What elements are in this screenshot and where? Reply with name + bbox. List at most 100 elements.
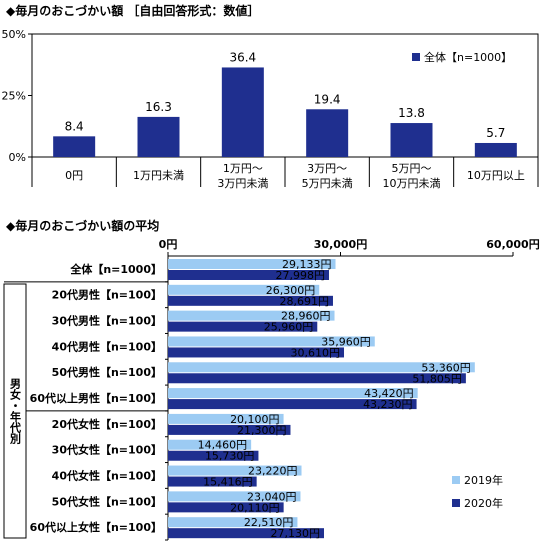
- chart2-bar-2020: [168, 270, 329, 280]
- chart1-bar: [390, 123, 433, 157]
- chart2-bar-2020: [168, 321, 318, 332]
- chart2-title: ◆毎月のおこづかい額の平均: [6, 218, 159, 233]
- chart2-bar-2019: [168, 491, 301, 502]
- chart1-bar: [53, 136, 96, 157]
- chart1-x-tick-label: 1万円未満: [133, 169, 184, 182]
- chart1-data-label: 19.4: [314, 92, 341, 106]
- chart2-category-label: 全体【n=1000】: [69, 262, 162, 276]
- chart2-bar-2019: [168, 310, 335, 321]
- chart2-data-label: 23,040円: [247, 490, 297, 503]
- chart2-category-label: 50代女性【n=100】: [52, 494, 162, 508]
- chart2-bar-2020: [168, 347, 345, 358]
- chart1-x-tick-label: 1万円～: [223, 162, 263, 175]
- chart1-bars: 8.4 16.3 36.4 19.4 13.8 5.7: [53, 50, 517, 157]
- chart2-legend-label: 2019年: [464, 473, 503, 487]
- chart2-category-label: 30代女性【n=100】: [52, 443, 162, 457]
- chart2-category-label: 40代女性【n=100】: [52, 468, 162, 482]
- chart2-bar-2019: [168, 336, 375, 347]
- chart2-bar-2019: [168, 413, 284, 424]
- chart2-bar-2020: [168, 399, 417, 410]
- chart2-bar-2020: [168, 295, 333, 306]
- chart2-bar-2020: [168, 502, 284, 513]
- chart2-bar-2020: [168, 450, 259, 461]
- chart1-legend-swatch: [412, 53, 420, 61]
- chart1-bar: [306, 109, 349, 157]
- chart1-x-tick-label: 0円: [65, 169, 83, 182]
- chart2-bar-2019: [168, 284, 320, 295]
- chart2-data-label: 35,960円: [321, 335, 371, 348]
- chart1-bar: [137, 116, 180, 157]
- chart2-data-label: 43,230円: [363, 398, 413, 411]
- chart1-data-label: 36.4: [229, 50, 256, 64]
- chart2-data-label: 15,416円: [203, 476, 253, 489]
- chart2-category-label: 20代男性【n=100】: [52, 288, 162, 302]
- chart1-y-tick-label: 0%: [9, 151, 26, 164]
- chart1-title: ◆毎月のおこづかい額 ［自由回答形式：数値］: [6, 3, 259, 18]
- chart2-bar-2019: [168, 388, 418, 399]
- chart2-category-label: 20代女性【n=100】: [52, 417, 162, 431]
- chart2-data-label: 21,300円: [237, 424, 287, 437]
- chart2-data-label: 27,130円: [270, 527, 320, 540]
- chart2-data-label: 53,360円: [421, 361, 471, 374]
- chart1-data-label: 16.3: [145, 100, 172, 114]
- chart1-x-tick-label: 5万円～: [392, 162, 432, 175]
- chart2-category-label: 40代男性【n=100】: [52, 339, 162, 353]
- chart2-category-label: 60代以上女性【n=100】: [30, 520, 162, 534]
- chart1-x-labels: 0円 1万円未満 1万円～ 3万円未満 3万円～ 5万円未満 5万円～ 10万円未満 10万円以…: [65, 162, 525, 190]
- chart2-bar-2020: [168, 424, 291, 435]
- chart2-data-label: 28,960円: [281, 310, 331, 323]
- chart2-bar-2019: [168, 439, 252, 450]
- chart1-bar: [221, 67, 264, 157]
- chart1-data-label: 13.8: [398, 106, 425, 120]
- chart2-group-label: 男女・年代別: [9, 378, 23, 445]
- chart2-x-tick-label: 30,000円: [314, 238, 367, 251]
- chart1-x-tick-label: 5万円未満: [302, 177, 353, 190]
- chart1-legend: 全体【n=1000】: [412, 50, 512, 64]
- chart1-legend-label: 全体【n=1000】: [424, 50, 512, 64]
- chart1-data-label: 5.7: [486, 126, 505, 140]
- chart2-category-label: 60代以上男性【n=100】: [30, 391, 162, 405]
- chart2-data-label: 51,805円: [412, 372, 462, 385]
- chart2-bar-2020: [168, 476, 257, 487]
- chart2-bar-2019: [168, 465, 302, 476]
- chart2-bar-2019: [168, 517, 298, 528]
- chart2-bar-2019: [168, 259, 336, 269]
- chart2-data-label: 20,110円: [230, 501, 280, 514]
- chart2-category-label: 50代男性【n=100】: [52, 365, 162, 379]
- chart1-x-tick-label: 3万円～: [307, 162, 347, 175]
- chart1-y-tick-label: 50%: [2, 28, 26, 41]
- chart2-legend: 2019年 2020年: [452, 473, 503, 510]
- chart2-data-label: 14,460円: [198, 439, 248, 452]
- chart2-data-label: 15,730円: [205, 450, 255, 463]
- chart2-category-labels: 全体【n=1000】 20代男性【n=100】 30代男性【n=100】 40代男性【…: [4, 262, 168, 541]
- chart2-x-ticks: 0円 30,000円 60,000円: [159, 238, 540, 256]
- chart1-y-ticks: 0% 25% 50%: [2, 28, 32, 164]
- chart2-bar-2020: [168, 528, 324, 539]
- chart2-data-label: 25,960円: [264, 321, 314, 334]
- chart2-group-border: [3, 283, 27, 539]
- chart2-data-label: 23,220円: [248, 465, 298, 478]
- chart2-category-label: 30代男性【n=100】: [52, 314, 162, 328]
- chart2-data-label: 28,691円: [279, 295, 329, 308]
- chart2-data-label: 22,510円: [244, 516, 294, 529]
- chart1-y-tick-label: 25%: [2, 90, 26, 103]
- chart1-x-tick-label: 10万円未満: [383, 177, 441, 190]
- chart2-bar-2019: [168, 362, 475, 373]
- chart2-x-tick-label: 0円: [159, 238, 178, 251]
- chart2-data-label: 29,133円: [282, 258, 332, 271]
- chart1-x-tick-label: 10万円以上: [467, 169, 525, 182]
- chart2-x-tick-label: 60,000円: [486, 238, 539, 251]
- chart2-data-label: 26,300円: [266, 284, 316, 297]
- chart2-bar-2020: [168, 373, 466, 384]
- chart2-legend-label: 2020年: [464, 496, 503, 510]
- chart2-group-box: 男女・年代別: [3, 283, 27, 539]
- chart2-legend-swatch: [452, 476, 460, 484]
- chart2-data-label: 27,998円: [275, 269, 325, 282]
- chart2-data-label: 43,420円: [364, 387, 414, 400]
- chart2-legend-swatch: [452, 499, 460, 507]
- chart2-data-label: 30,610円: [291, 346, 341, 359]
- chart1-x-tick-label: 3万円未満: [217, 177, 268, 190]
- chart2-data-label: 20,100円: [230, 413, 280, 426]
